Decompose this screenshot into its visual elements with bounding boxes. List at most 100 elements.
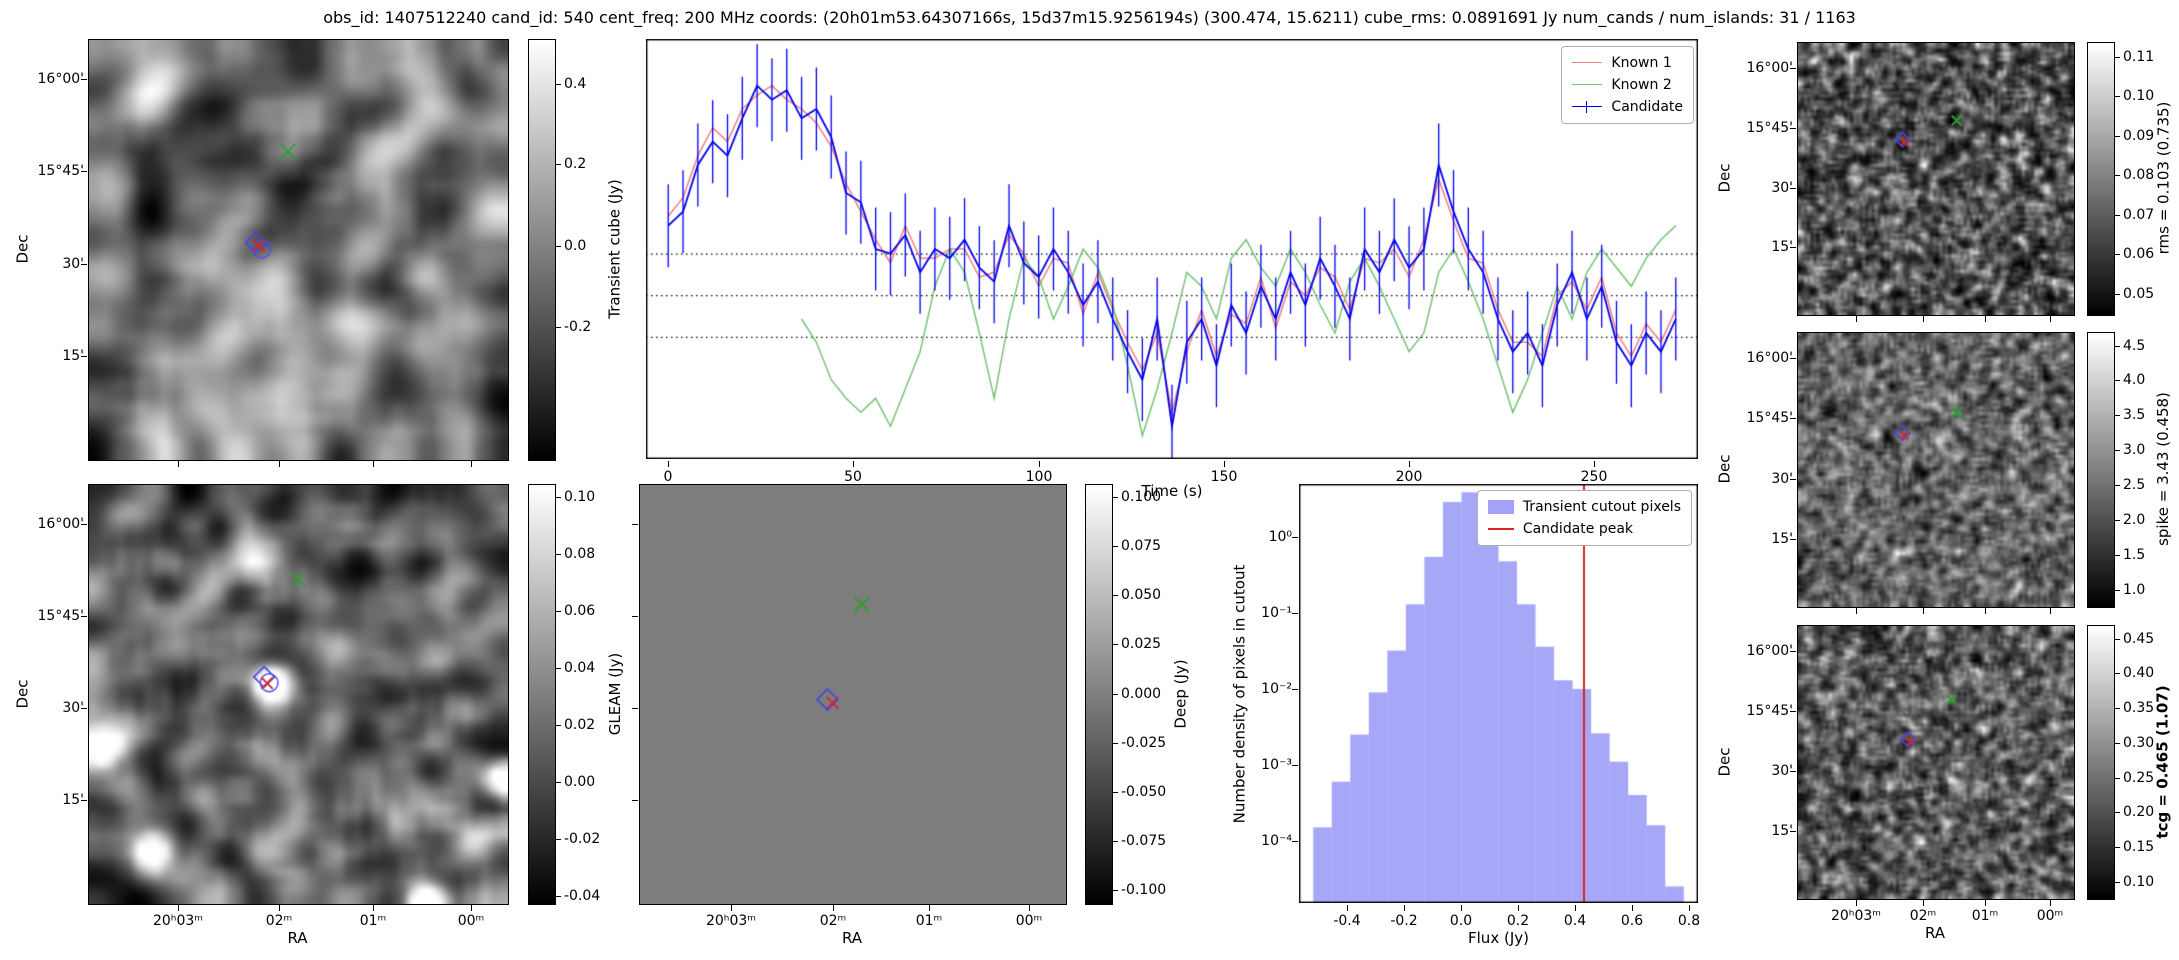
colorbar-tick-label: 4.0 bbox=[2123, 372, 2146, 388]
colorbar-tick-label: 0.000 bbox=[1121, 686, 1162, 702]
dec-tick-label: 15' bbox=[62, 792, 84, 808]
colorbar-tick-mark bbox=[2115, 415, 2120, 417]
colorbar-tick-mark bbox=[556, 782, 561, 784]
dec-tick-mark bbox=[1790, 358, 1796, 360]
colorbar-tick-mark bbox=[2115, 673, 2120, 675]
colorbar-tick-label: -0.050 bbox=[1121, 784, 1167, 800]
colorbar-tick-mark bbox=[2115, 590, 2120, 592]
dec-axis-label: Dec bbox=[1716, 746, 1734, 777]
lightcurve-x-tick-mark bbox=[1224, 461, 1226, 467]
transient-cube-colorbar bbox=[528, 39, 556, 461]
lightcurve-x-tick-mark bbox=[1039, 461, 1041, 467]
colorbar-tick-mark bbox=[2115, 639, 2120, 641]
ra-tick-mark bbox=[731, 905, 733, 911]
colorbar-tick-mark bbox=[556, 725, 561, 727]
dec-tick-mark bbox=[1790, 128, 1796, 130]
colorbar-tick-mark bbox=[556, 84, 561, 86]
colorbar-tick-label: 0.06 bbox=[2123, 246, 2155, 262]
colorbar-tick-label: 4.5 bbox=[2123, 338, 2146, 354]
dec-tick-label: 15' bbox=[1771, 531, 1793, 547]
ra-tick-label: 20ʰ03ᵐ bbox=[705, 913, 756, 929]
legend-item-transient-pixels: Transient cutout pixels bbox=[1487, 496, 1681, 518]
histogram-y-tick-mark bbox=[1292, 537, 1298, 539]
dec-tick-mark bbox=[81, 616, 87, 618]
dec-tick-mark bbox=[1790, 188, 1796, 190]
ra-tick-label: 02ᵐ bbox=[1909, 908, 1937, 924]
dec-tick-mark bbox=[81, 79, 87, 81]
colorbar-tick-label: 0.30 bbox=[2123, 735, 2155, 751]
colorbar-tick-label: 1.0 bbox=[2123, 582, 2146, 598]
rms-colorbar bbox=[2087, 42, 2115, 316]
dec-tick-mark bbox=[632, 616, 638, 618]
colorbar-tick-mark bbox=[1113, 792, 1118, 794]
colorbar-tick-mark bbox=[1113, 841, 1118, 843]
histogram-x-tick-label: 0.0 bbox=[1449, 913, 1473, 929]
colorbar-tick-label: 0.025 bbox=[1121, 636, 1162, 652]
ra-tick-mark bbox=[2050, 900, 2052, 906]
histogram-patch-swatch bbox=[1487, 500, 1514, 514]
colorbar-tick-label: 0.08 bbox=[564, 546, 596, 562]
lightcurve-legend: Known 1 Known 2 Candidate bbox=[1561, 46, 1694, 124]
dec-tick-label: 15' bbox=[1771, 823, 1793, 839]
colorbar-tick-label: 0.10 bbox=[2123, 88, 2155, 104]
colorbar-tick-mark bbox=[556, 839, 561, 841]
colorbar-tick-mark bbox=[2115, 743, 2120, 745]
histogram-y-tick-label: 10⁻⁴ bbox=[1261, 833, 1292, 849]
known1-line-swatch bbox=[1572, 56, 1603, 70]
lightcurve-canvas bbox=[646, 39, 1698, 459]
lightcurve-x-tick-mark bbox=[668, 461, 670, 467]
histogram-panel bbox=[1299, 484, 1698, 907]
histogram-x-tick-mark bbox=[1518, 905, 1520, 911]
lightcurve-x-tick-label: 100 bbox=[1025, 469, 1053, 485]
flux-axis-label: Flux (Jy) bbox=[1468, 929, 1529, 947]
dec-tick-mark bbox=[81, 264, 87, 266]
dec-tick-label: 15°45' bbox=[1746, 410, 1793, 426]
histogram-y-tick-label: 10⁻¹ bbox=[1261, 605, 1292, 621]
dec-tick-mark bbox=[1790, 418, 1796, 420]
colorbar-tick-mark bbox=[2115, 778, 2120, 780]
dec-tick-mark bbox=[1790, 831, 1796, 833]
dec-tick-label: 30' bbox=[1771, 180, 1793, 196]
ra-axis-label: RA bbox=[1924, 924, 1946, 942]
colorbar-tick-label: 0.2 bbox=[564, 156, 587, 172]
colorbar-tick-label: 0.10 bbox=[564, 489, 596, 505]
colorbar-tick-label: 0.15 bbox=[2123, 839, 2155, 855]
dec-tick-label: 30' bbox=[62, 256, 84, 272]
lightcurve-x-tick-label: 150 bbox=[1210, 469, 1238, 485]
dec-tick-label: 30' bbox=[1771, 763, 1793, 779]
colorbar-tick-label: 3.0 bbox=[2123, 442, 2146, 458]
lightcurve-x-tick-mark bbox=[1409, 461, 1411, 467]
colorbar-tick-mark bbox=[1113, 497, 1118, 499]
ra-tick-mark bbox=[2050, 316, 2052, 322]
colorbar-tick-label: 0.40 bbox=[2123, 665, 2155, 681]
colorbar-tick-mark bbox=[2115, 380, 2120, 382]
colorbar-tick-label: -0.2 bbox=[564, 319, 592, 335]
colorbar-tick-label: 0.00 bbox=[564, 774, 596, 790]
dec-tick-mark bbox=[632, 708, 638, 710]
histogram-y-tick-label: 10⁰ bbox=[1268, 529, 1292, 545]
colorbar-tick-mark bbox=[2115, 346, 2120, 348]
ra-tick-label: 00ᵐ bbox=[457, 913, 485, 929]
dec-tick-mark bbox=[1790, 68, 1796, 70]
colorbar-tick-mark bbox=[2115, 485, 2120, 487]
candidate-errorbar-swatch bbox=[1572, 100, 1603, 114]
ra-tick-mark bbox=[1856, 608, 1858, 614]
dec-tick-mark bbox=[81, 524, 87, 526]
colorbar-tick-mark bbox=[2115, 254, 2120, 256]
ra-tick-mark bbox=[1985, 900, 1987, 906]
legend-label: Candidate peak bbox=[1522, 521, 1634, 537]
colorbar-tick-label: -0.100 bbox=[1121, 882, 1167, 898]
ra-tick-mark bbox=[178, 905, 180, 911]
histogram-x-tick-label: -0.2 bbox=[1390, 913, 1418, 929]
histogram-x-tick-label: 0.6 bbox=[1620, 913, 1644, 929]
figure-title: obs_id: 1407512240 cand_id: 540 cent_fre… bbox=[323, 8, 1856, 27]
lightcurve-x-tick-mark bbox=[853, 461, 855, 467]
lightcurve-x-tick-label: 200 bbox=[1395, 469, 1423, 485]
dec-tick-label: 15°45' bbox=[37, 163, 84, 179]
ra-tick-mark bbox=[1985, 608, 1987, 614]
dec-tick-label: 15°45' bbox=[37, 608, 84, 624]
gleam-colorbar bbox=[528, 484, 556, 905]
dec-tick-label: 30' bbox=[62, 700, 84, 716]
colorbar-tick-mark bbox=[1113, 644, 1118, 646]
dec-tick-mark bbox=[632, 524, 638, 526]
